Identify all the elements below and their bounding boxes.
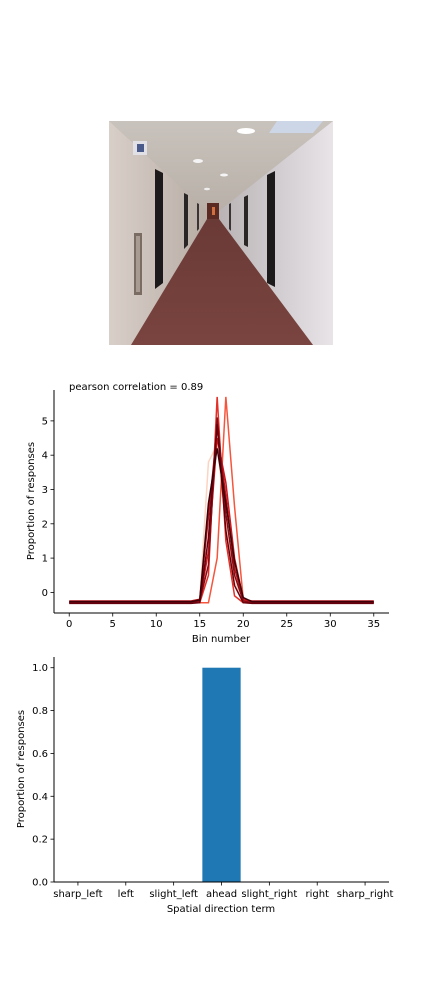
y-tick-label: 1.0 xyxy=(32,663,48,674)
x-tick-label: 30 xyxy=(324,619,337,630)
series-line-2 xyxy=(69,396,374,604)
bar-ahead xyxy=(202,667,241,882)
x-tick-label: slight_right xyxy=(241,889,297,900)
x-tick-label: 35 xyxy=(367,619,380,630)
response-distribution-line-chart: pearson correlation = 0.89 0 5 10 15 20 25 30 3… xyxy=(26,382,389,645)
y-tick-label: 0.8 xyxy=(32,706,48,717)
y-tick-label: 4 xyxy=(42,451,48,462)
x-tick-label: 0 xyxy=(66,619,72,630)
x-tick-label: right xyxy=(305,889,329,900)
y-tick-label: 5 xyxy=(42,416,48,427)
y-axis-label: Proportion of responses xyxy=(16,710,27,828)
hallway-photo xyxy=(109,121,333,345)
y-tick-label: 0 xyxy=(42,588,48,599)
chart-annotation: pearson correlation = 0.89 xyxy=(69,382,203,393)
x-tick-label: slight_left xyxy=(149,889,198,900)
series-line-4 xyxy=(69,427,374,602)
x-tick-label: 5 xyxy=(110,619,116,630)
y-tick-label: 0.0 xyxy=(32,878,48,889)
series-line-6 xyxy=(69,417,374,604)
x-tick-label: 20 xyxy=(237,619,250,630)
y-tick-label: 0.2 xyxy=(32,835,48,846)
series-line-8 xyxy=(69,448,374,603)
x-tick-label: ahead xyxy=(206,889,237,900)
x-tick-label: 10 xyxy=(150,619,163,630)
y-tick-label: 2 xyxy=(42,519,48,530)
x-axis-label: Spatial direction term xyxy=(167,904,275,915)
y-tick-label: 0.4 xyxy=(32,792,48,803)
x-tick-label: sharp_right xyxy=(337,889,394,900)
x-tick-label: left xyxy=(118,889,134,900)
y-axis-label: Proportion of responses xyxy=(26,442,37,560)
spatial-direction-bar-chart: sharp_left left slight_left ahead slight_rig… xyxy=(16,657,394,915)
y-tick-label: 1 xyxy=(42,554,48,565)
x-tick-label: 25 xyxy=(280,619,293,630)
series-line-3 xyxy=(69,396,374,604)
x-axis-label: Bin number xyxy=(192,634,251,645)
x-tick-label: 15 xyxy=(193,619,206,630)
y-tick-label: 3 xyxy=(42,485,48,496)
x-tick-label: sharp_left xyxy=(53,889,102,900)
y-tick-label: 0.6 xyxy=(32,749,48,760)
series-line-7 xyxy=(69,424,374,605)
